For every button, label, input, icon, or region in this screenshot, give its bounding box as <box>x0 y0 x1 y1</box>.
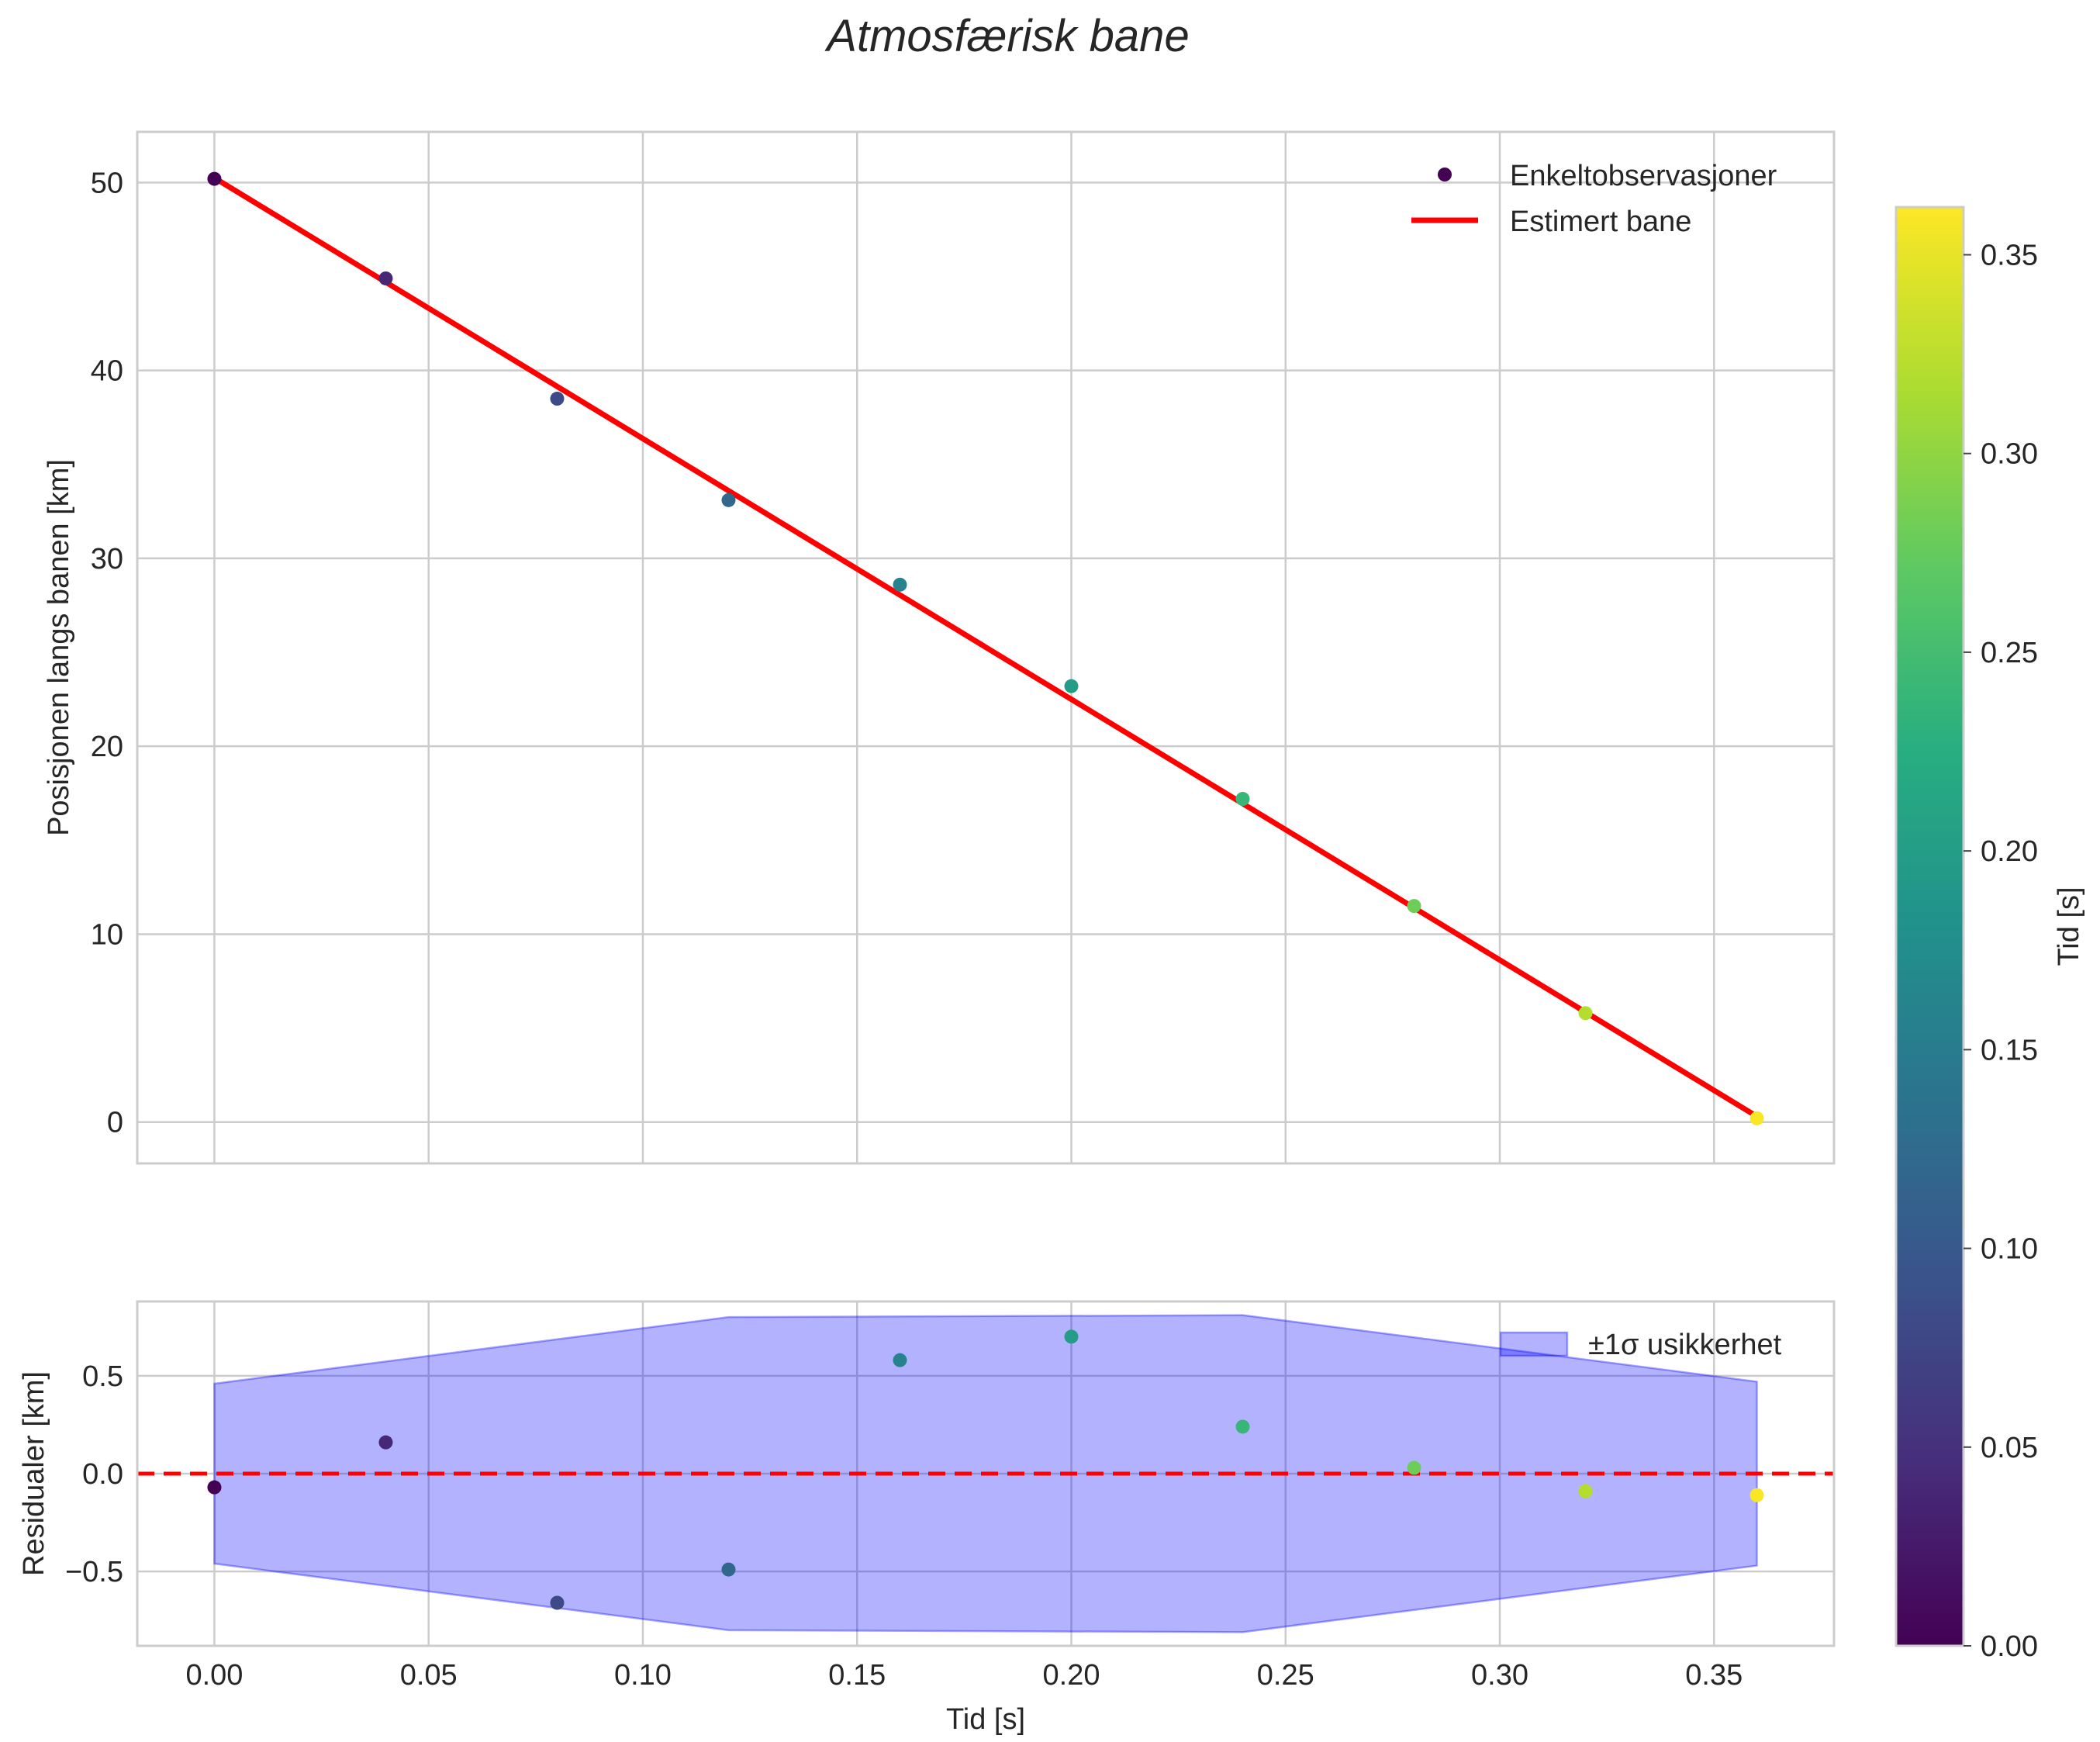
residual-point <box>893 1353 907 1367</box>
observation-point <box>1407 899 1421 914</box>
top-axes: 0 10 20 30 40 50 Posisjonen langs banen [km] En… <box>43 130 1836 1165</box>
x-axis-label: Tid [s] <box>946 1703 1025 1736</box>
colorbar-tick-label: 0.25 <box>1981 637 2038 669</box>
observation-point <box>1235 792 1250 807</box>
bottom-y-axis-label: Residualer [km] <box>18 1371 50 1576</box>
residual-point <box>721 1562 736 1577</box>
colorbar-label: Tid [s] <box>2053 887 2085 966</box>
observation-point <box>1578 1006 1593 1021</box>
residual-point <box>1407 1460 1421 1475</box>
observation-point <box>207 171 222 186</box>
legend-label-observations: Enkeltobservasjoner <box>1510 160 1777 192</box>
observation-point <box>721 493 736 507</box>
x-tick-label: 0.20 <box>1043 1659 1100 1692</box>
top-y-tick-label: 40 <box>91 355 123 388</box>
chart-title: Atmosfærisk bane <box>824 11 1189 61</box>
top-y-tick-label: 50 <box>91 167 123 199</box>
bottom-y-tick-label: 0.0 <box>82 1458 123 1491</box>
colorbar-tick-label: 0.00 <box>1981 1630 2038 1663</box>
estimated-trajectory-line <box>212 175 1759 1119</box>
legend-marker-observations <box>1438 168 1452 181</box>
top-y-tick-label: 0 <box>107 1107 123 1139</box>
bottom-y-tick-label: 0.5 <box>82 1360 123 1393</box>
bottom-axes: 0.00 0.05 0.10 0.15 0.20 0.25 0.30 0.35 −0.5 0.0 0… <box>18 1300 1836 1736</box>
x-tick-label: 0.05 <box>400 1659 458 1692</box>
residual-point <box>378 1435 393 1450</box>
legend-label-estimated: Estimert bane <box>1510 206 1691 238</box>
top-y-tick-label: 30 <box>91 543 123 575</box>
x-tick-label: 0.25 <box>1257 1659 1314 1692</box>
x-tick-label: 0.15 <box>828 1659 886 1692</box>
top-y-tick-label: 10 <box>91 918 123 951</box>
residual-point <box>1235 1419 1250 1434</box>
colorbar-tick-label: 0.20 <box>1981 835 2038 868</box>
observation-point <box>1064 679 1079 693</box>
x-tick-label: 0.00 <box>185 1659 243 1692</box>
colorbar-tick-label: 0.30 <box>1981 438 2038 471</box>
x-tick-label: 0.30 <box>1471 1659 1528 1692</box>
observation-point <box>550 392 565 406</box>
residual-point <box>1578 1484 1593 1498</box>
residual-point <box>207 1480 222 1495</box>
x-tick-label: 0.35 <box>1685 1659 1743 1692</box>
colorbar: 0.00 0.05 0.10 0.15 0.20 0.25 0.30 0.35 Tid [s] <box>1894 206 2085 1663</box>
observation-point <box>1749 1111 1764 1125</box>
observation-point <box>893 577 907 592</box>
colorbar-tick-label: 0.10 <box>1981 1233 2038 1266</box>
colorbar-tick-label: 0.35 <box>1981 239 2038 271</box>
top-axes-frame <box>136 130 1836 1165</box>
bottom-axes-frame <box>136 1300 1836 1647</box>
residual-point <box>1749 1488 1764 1502</box>
residual-point <box>550 1595 565 1610</box>
colorbar-tick-label: 0.05 <box>1981 1432 2038 1464</box>
top-y-axis-label: Posisjonen langs banen [km] <box>43 459 75 836</box>
legend-label-band: ±1σ usikkerhet <box>1588 1329 1782 1361</box>
residual-point <box>1064 1329 1079 1344</box>
legend-marker-band <box>1499 1331 1569 1357</box>
bottom-y-tick-label: −0.5 <box>65 1556 123 1588</box>
colorbar-tick-label: 0.15 <box>1981 1034 2038 1066</box>
x-tick-label: 0.10 <box>614 1659 672 1692</box>
top-y-tick-label: 20 <box>91 731 123 763</box>
observation-point <box>378 271 393 285</box>
colorbar-gradient-bar <box>1894 206 1965 1647</box>
